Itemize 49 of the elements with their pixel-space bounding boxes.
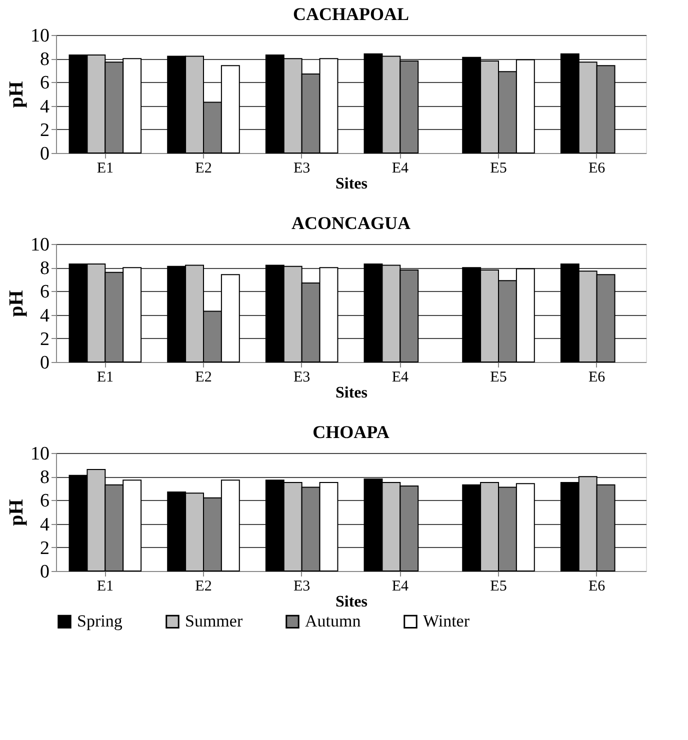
x-tick-label: E1 [96,370,114,386]
chart-title: CHOAPA [312,422,390,442]
y-axis-title: pH [6,80,28,108]
y-tick-label: 2 [40,120,50,141]
y-tick-label: 0 [40,144,50,164]
x-tick-label: E3 [293,160,310,176]
y-tick-label: 8 [40,258,50,280]
y-tick-label: 2 [40,328,50,350]
y-tick-label: 10 [30,26,50,46]
x-tick-label: E6 [588,160,606,176]
x-tick-label: E6 [588,578,606,594]
x-tick-label: E3 [293,370,310,386]
x-axis-title: Sites [336,176,368,192]
x-tick-label: E2 [195,160,212,176]
y-tick-label: 4 [40,305,50,326]
y-axis-title: pH [6,290,28,317]
x-tick-label: E5 [490,160,507,176]
y-tick-label: 10 [30,444,50,464]
x-axis-title: Sites [336,594,368,610]
y-tick-label: 8 [40,49,50,70]
y-tick-label: 6 [40,282,50,303]
legend-label: Autumn [305,612,362,631]
legend-label: Spring [77,612,123,631]
y-tick-label: 2 [40,538,50,559]
x-tick-label: E4 [392,370,409,386]
x-tick-label: E2 [195,578,212,594]
y-tick-label: 4 [40,96,50,118]
x-tick-label: E5 [490,578,507,594]
x-axis-title: Sites [336,384,368,402]
chart-title: CACHAPOAL [293,4,409,24]
y-axis-title: pH [6,498,28,526]
x-tick-label: E3 [293,578,310,594]
x-tick-label: E5 [490,370,507,386]
y-tick-label: 10 [30,234,50,256]
y-tick-label: 6 [40,72,50,94]
x-tick-label: E4 [392,160,409,176]
y-tick-label: 0 [40,352,50,374]
x-tick-label: E2 [195,370,212,386]
x-tick-label: E6 [588,370,606,386]
x-tick-label: E1 [96,160,114,176]
y-tick-label: 8 [40,467,50,488]
chart-title: ACONCAGUA [292,213,410,233]
y-tick-label: 4 [40,514,50,536]
y-tick-label: 0 [40,562,50,582]
x-tick-label: E1 [96,578,114,594]
legend-label: Summer [185,612,243,631]
legend-label: Winter [423,612,470,631]
y-tick-label: 6 [40,490,50,512]
x-tick-label: E4 [392,578,409,594]
